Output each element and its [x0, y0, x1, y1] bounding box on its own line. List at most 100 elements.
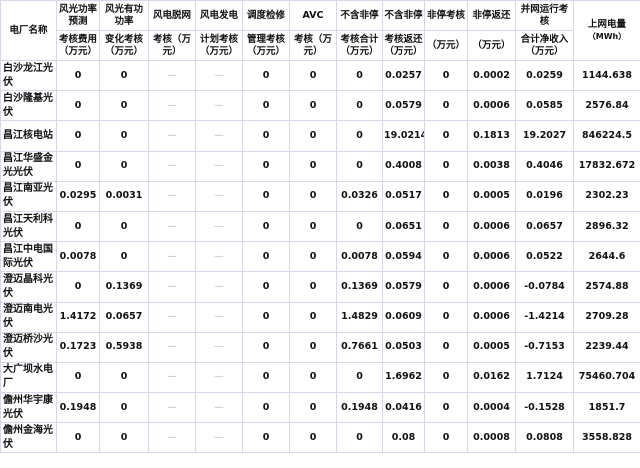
cell-value: 1.4829: [336, 301, 383, 333]
cell-value: -0.1528: [515, 392, 574, 424]
cell-value: 0: [99, 120, 149, 152]
cell-value: 19.0214: [382, 120, 425, 152]
cell-value: 0.0196: [515, 180, 574, 212]
cell-value: 0: [56, 210, 100, 243]
cell-value: 0.0078: [336, 241, 383, 273]
table-row: 澄迈桥沙光伏 0.1723 0.5938— —0 0 0.7661 0.0503 0 0.000…: [0, 331, 640, 363]
cell-value: -0.0784: [515, 271, 574, 303]
plant-name: 昌江核电站: [0, 120, 57, 152]
cell-value: 0: [56, 271, 100, 303]
cell-value: 0: [99, 241, 149, 273]
header-top-3: 风电发电: [195, 0, 243, 31]
table-row: 昌江天利科光伏 0 0— —0 0 0 0.0651 0 0.0006 0.0657 2896.32: [0, 210, 640, 243]
cell-value: 0.0609: [382, 301, 425, 333]
header-energy-unit: （MWh）: [587, 31, 627, 41]
cell-value: 0: [289, 120, 337, 152]
cell-value: 0: [424, 331, 468, 363]
cell-value: 0: [289, 241, 337, 273]
cell-value: 0: [289, 180, 337, 212]
cell-value: —: [195, 150, 243, 182]
header-bottom-8: （万元）: [424, 30, 468, 61]
cell-value: 0: [424, 422, 468, 454]
header-bottom-10: 合计净收入（万元）: [515, 30, 574, 61]
cell-value: 2574.88: [573, 271, 640, 303]
cell-value: 0.1948: [336, 392, 383, 424]
cell-value: 0: [99, 392, 149, 424]
cell-value: 0.7661: [336, 331, 383, 363]
header-bottom-7: 考核返还（万元）: [382, 30, 425, 61]
cell-value: 75460.704: [573, 361, 640, 394]
cell-value: 0.0594: [382, 241, 425, 273]
cell-value: 0: [99, 361, 149, 394]
cell-value: 0.4046: [515, 150, 574, 182]
cell-value: 0: [336, 150, 383, 182]
header-bottom-9: （万元）: [467, 30, 516, 61]
plant-name: 澄迈桥沙光伏: [0, 331, 57, 363]
cell-value: 19.2027: [515, 120, 574, 152]
cell-value: 0.0295: [56, 180, 100, 212]
cell-value: 0.0002: [467, 59, 516, 92]
cell-value: 0.0031: [99, 180, 149, 212]
plant-name: 澄迈晶科光伏: [0, 271, 57, 303]
table-row: 儋州金海光伏 0 0— —0 0 0 0.08 0 0.0008 0.0808 3558.828: [0, 422, 640, 454]
cell-value: —: [148, 150, 196, 182]
table-row: 澄迈晶科光伏 0 0.1369— —0 0 0.1369 0.0579 0 0.0006 -0.0…: [0, 271, 640, 303]
cell-value: —: [148, 301, 196, 333]
cell-value: 0.1948: [56, 392, 100, 424]
cell-value: 0.0259: [515, 59, 574, 92]
header-bottom-2: 考核（万元）: [148, 30, 196, 61]
cell-value: —: [148, 392, 196, 424]
cell-value: 0.0006: [467, 90, 516, 122]
cell-value: —: [195, 120, 243, 152]
cell-value: 2302.23: [573, 180, 640, 212]
cell-value: —: [148, 120, 196, 152]
cell-value: 0.0503: [382, 331, 425, 363]
cell-value: —: [148, 422, 196, 454]
cell-value: 0: [424, 361, 468, 394]
cell-value: —: [148, 90, 196, 122]
cell-value: -0.7153: [515, 331, 574, 363]
cell-value: 0: [289, 150, 337, 182]
cell-value: 0: [289, 422, 337, 454]
cell-value: 0: [56, 90, 100, 122]
plant-name: 白沙龙江光伏: [0, 59, 57, 92]
cell-value: —: [148, 361, 196, 394]
header-top-0: 风光功率预测: [56, 0, 100, 31]
plant-name: 儋州华宇康光伏: [0, 392, 57, 424]
table-row: 澄迈南电光伏 1.4172 0.0657— —0 0 1.4829 0.0609 0 0.000…: [0, 301, 640, 333]
cell-value: —: [195, 301, 243, 333]
cell-value: 0: [99, 210, 149, 243]
cell-value: 0: [336, 210, 383, 243]
plant-name: 儋州金海光伏: [0, 422, 57, 454]
cell-value: 1.6962: [382, 361, 425, 394]
cell-value: 0: [242, 241, 290, 273]
cell-value: 0: [56, 120, 100, 152]
header-bottom-3: 计划考核（万元）: [195, 30, 243, 61]
cell-value: 0: [289, 301, 337, 333]
cell-value: 0: [242, 271, 290, 303]
header-top-8: 非停考核: [424, 0, 468, 31]
cell-value: 0.1813: [467, 120, 516, 152]
cell-value: 0: [424, 180, 468, 212]
table-row: 白沙隆基光伏 0 0— —0 0 0 0.0579 0 0.0006 0.0585 2576.84: [0, 90, 640, 122]
cell-value: —: [195, 422, 243, 454]
cell-value: 0: [336, 422, 383, 454]
header-top-2: 风电脱网: [148, 0, 196, 31]
cell-value: 0.0517: [382, 180, 425, 212]
plant-name: 白沙隆基光伏: [0, 90, 57, 122]
cell-value: 0: [242, 180, 290, 212]
cell-value: 0: [56, 422, 100, 454]
plant-name: 澄迈南电光伏: [0, 301, 57, 333]
header-top-9: 非停返还: [467, 0, 516, 31]
table-row: 昌江核电站 0 0— —0 0 0 19.0214 0 0.1813 19.2027 846224.…: [0, 120, 640, 152]
header-plant-name: 电厂名称: [0, 0, 57, 61]
table-row: 儋州华宇康光伏 0.1948 0— —0 0 0.1948 0.0416 0 0.0004 -0.…: [0, 392, 640, 424]
cell-value: 0.1369: [99, 271, 149, 303]
assessment-table: 电厂名称 风光功率预测 风光有功功率 风电脱网 风电发电 调度检修 AVC 不含非停 不含非停…: [0, 0, 640, 454]
cell-value: —: [195, 210, 243, 243]
cell-value: 2644.6: [573, 241, 640, 273]
cell-value: 1.7124: [515, 361, 574, 394]
cell-value: 0: [424, 120, 468, 152]
cell-value: 0: [424, 392, 468, 424]
cell-value: —: [195, 392, 243, 424]
